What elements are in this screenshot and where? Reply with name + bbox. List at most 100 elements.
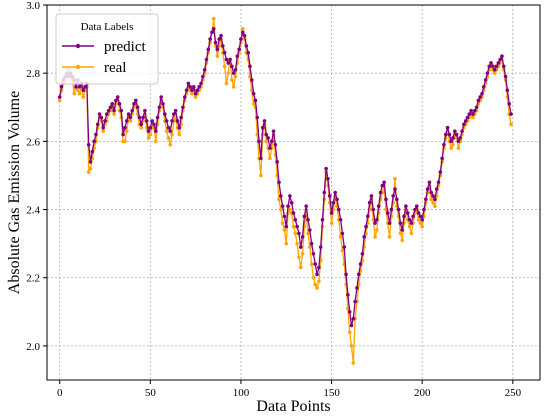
data-point-predict (94, 132, 98, 137)
data-point-predict (306, 217, 310, 222)
data-point-predict (106, 108, 111, 113)
data-point-predict (293, 217, 298, 222)
data-point-predict (491, 64, 495, 69)
data-point-real (317, 279, 321, 283)
data-point-real (268, 156, 272, 161)
data-point-predict (81, 88, 86, 93)
data-point-real (295, 241, 299, 246)
data-point-predict (132, 102, 136, 106)
data-point-predict (248, 64, 252, 69)
data-point-predict (77, 85, 82, 89)
data-point-predict (57, 95, 62, 99)
data-point-predict (193, 91, 198, 96)
plot-frame (46, 4, 541, 381)
data-point-predict (298, 245, 303, 249)
data-point-predict (181, 105, 185, 110)
data-point-predict (349, 323, 354, 328)
data-point-real (282, 228, 287, 232)
data-point-predict (288, 194, 292, 198)
data-point-real (288, 207, 292, 212)
data-point-predict (384, 197, 388, 202)
data-point-predict (152, 122, 156, 127)
data-point-predict (337, 207, 341, 212)
data-point-predict (166, 125, 171, 130)
data-point-predict (179, 115, 183, 120)
data-point-predict (449, 139, 453, 144)
data-point-real (398, 231, 403, 236)
data-point-predict (317, 265, 321, 270)
data-point-predict (344, 272, 348, 277)
data-point-predict (458, 136, 463, 140)
data-point-predict (391, 194, 395, 198)
data-point-predict (482, 85, 486, 89)
y-tick-label: 3.0 (26, 0, 40, 12)
data-point-predict (340, 231, 345, 236)
y-axis-label: Absolute Gas Emission Volume (6, 91, 23, 294)
data-point-predict (224, 57, 229, 62)
data-point-real (57, 98, 62, 103)
data-point-predict (413, 207, 417, 212)
data-point-predict (443, 132, 448, 137)
data-point-predict (465, 115, 470, 120)
data-point-predict (369, 194, 374, 198)
data-point-predict (324, 166, 328, 171)
data-point-predict (153, 129, 158, 133)
data-point-predict (385, 211, 390, 215)
data-point-predict (302, 214, 307, 219)
data-point-predict (416, 211, 421, 215)
data-point-real (407, 224, 412, 229)
data-point-real (72, 91, 76, 96)
data-point-predict (105, 112, 109, 116)
data-point-predict (414, 204, 419, 208)
data-point-real (449, 146, 453, 150)
data-point-predict (228, 57, 232, 62)
data-point-predict (393, 187, 397, 191)
data-point-predict (86, 142, 91, 147)
data-point-predict (331, 200, 336, 205)
data-point-real (293, 231, 298, 236)
data-point-predict (99, 115, 104, 120)
data-point-real (387, 235, 392, 239)
data-point-predict (304, 204, 308, 208)
data-point-predict (315, 272, 319, 277)
data-point-predict (164, 119, 169, 123)
data-point-predict (246, 50, 250, 55)
data-point-predict (311, 252, 316, 256)
data-point-predict (318, 245, 323, 249)
data-point-predict (188, 85, 192, 89)
data-point-real (164, 129, 169, 133)
legend-marker-predict (75, 43, 81, 49)
data-point-predict (460, 129, 464, 133)
data-point-real (226, 71, 231, 75)
data-point-predict (172, 112, 176, 116)
data-point-predict (378, 190, 383, 195)
data-point-predict (264, 132, 269, 137)
data-point-predict (242, 33, 247, 38)
x-tick-label: 50 (145, 387, 157, 399)
data-point-predict (163, 112, 167, 116)
data-point-predict (509, 112, 513, 116)
data-point-predict (202, 67, 207, 72)
data-point-predict (429, 190, 434, 195)
data-point-real (311, 275, 316, 280)
data-point-predict (268, 146, 272, 150)
data-point-predict (329, 211, 334, 215)
data-point-predict (282, 214, 287, 219)
data-point-predict (371, 207, 376, 212)
data-point-predict (115, 95, 120, 99)
data-point-predict (226, 61, 231, 65)
data-point-real (349, 344, 354, 348)
data-point-real (259, 173, 263, 178)
data-point-predict (244, 44, 249, 48)
data-point-real (409, 231, 414, 236)
data-point-predict (235, 54, 240, 58)
data-point-predict (161, 102, 165, 106)
data-point-real (168, 142, 173, 147)
data-point-predict (471, 112, 475, 116)
data-point-predict (128, 115, 133, 120)
data-point-predict (351, 316, 356, 321)
data-point-real (338, 235, 343, 239)
y-tick-label: 2.0 (26, 341, 40, 353)
data-point-predict (335, 197, 339, 202)
data-point-predict (273, 142, 278, 147)
